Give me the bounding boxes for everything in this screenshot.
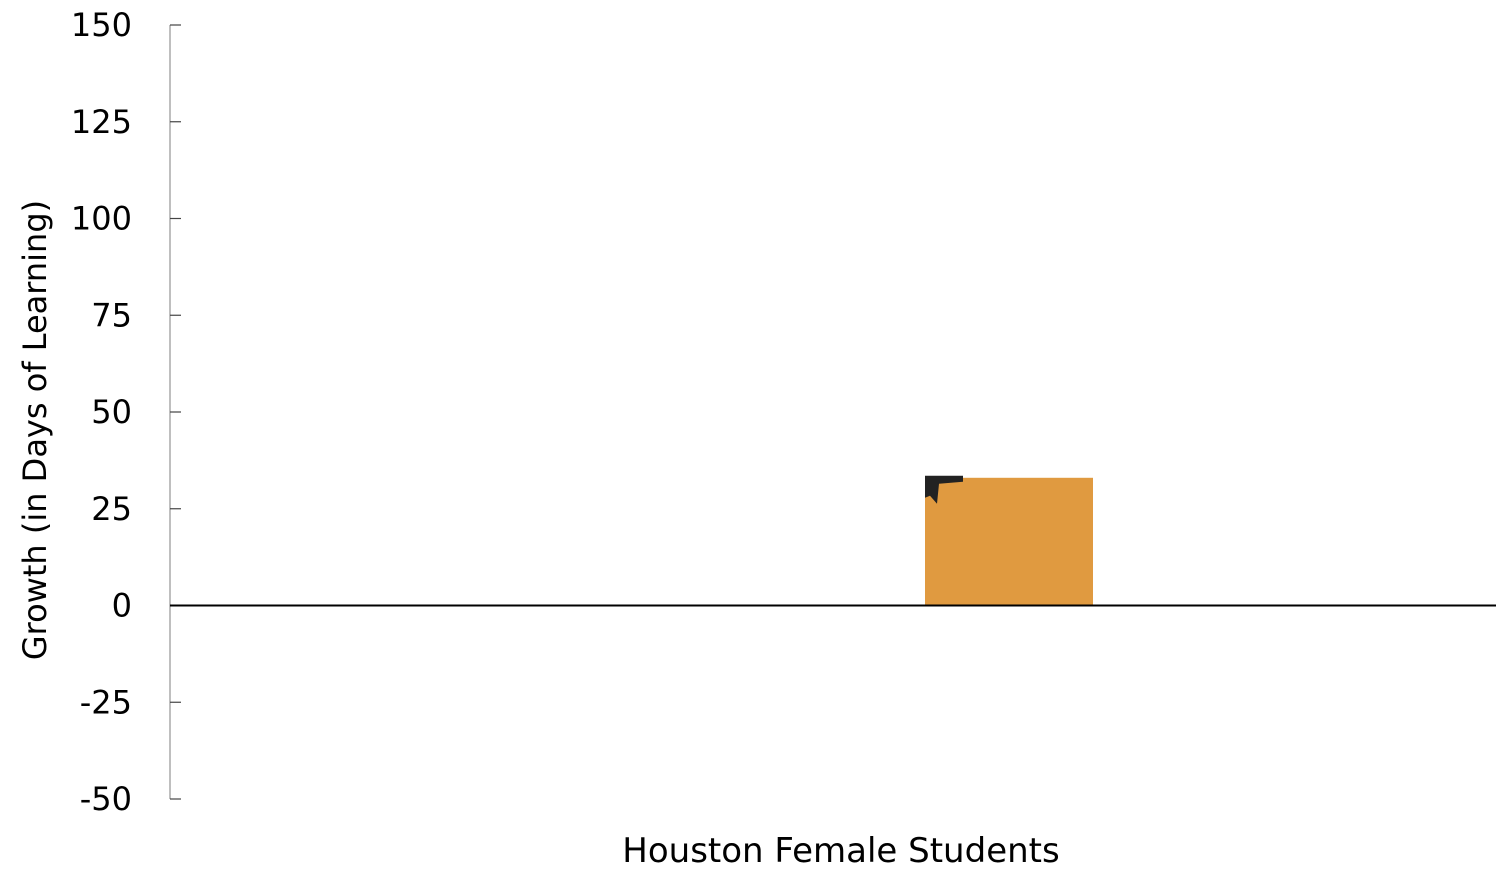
- y-axis: -50 -25 0 25 50 75 100 125 150: [71, 6, 181, 818]
- bar: [925, 477, 1093, 606]
- bar-corner-marker: [925, 475, 963, 504]
- y-tick-label: 125: [71, 103, 132, 141]
- bars: [925, 475, 1093, 606]
- y-tick-label: 0: [112, 587, 132, 625]
- y-axis-label: Growth (in Days of Learning): [16, 200, 54, 660]
- y-tick-label: -50: [80, 780, 132, 818]
- x-axis-label: Houston Female Students: [622, 831, 1059, 870]
- y-tick-label: 75: [91, 296, 132, 334]
- y-tick-label: 25: [91, 490, 132, 528]
- y-tick-label: 100: [71, 200, 132, 238]
- y-tick-label: 50: [91, 393, 132, 431]
- y-tick-label: 150: [71, 6, 132, 44]
- y-tick-label: -25: [80, 683, 132, 721]
